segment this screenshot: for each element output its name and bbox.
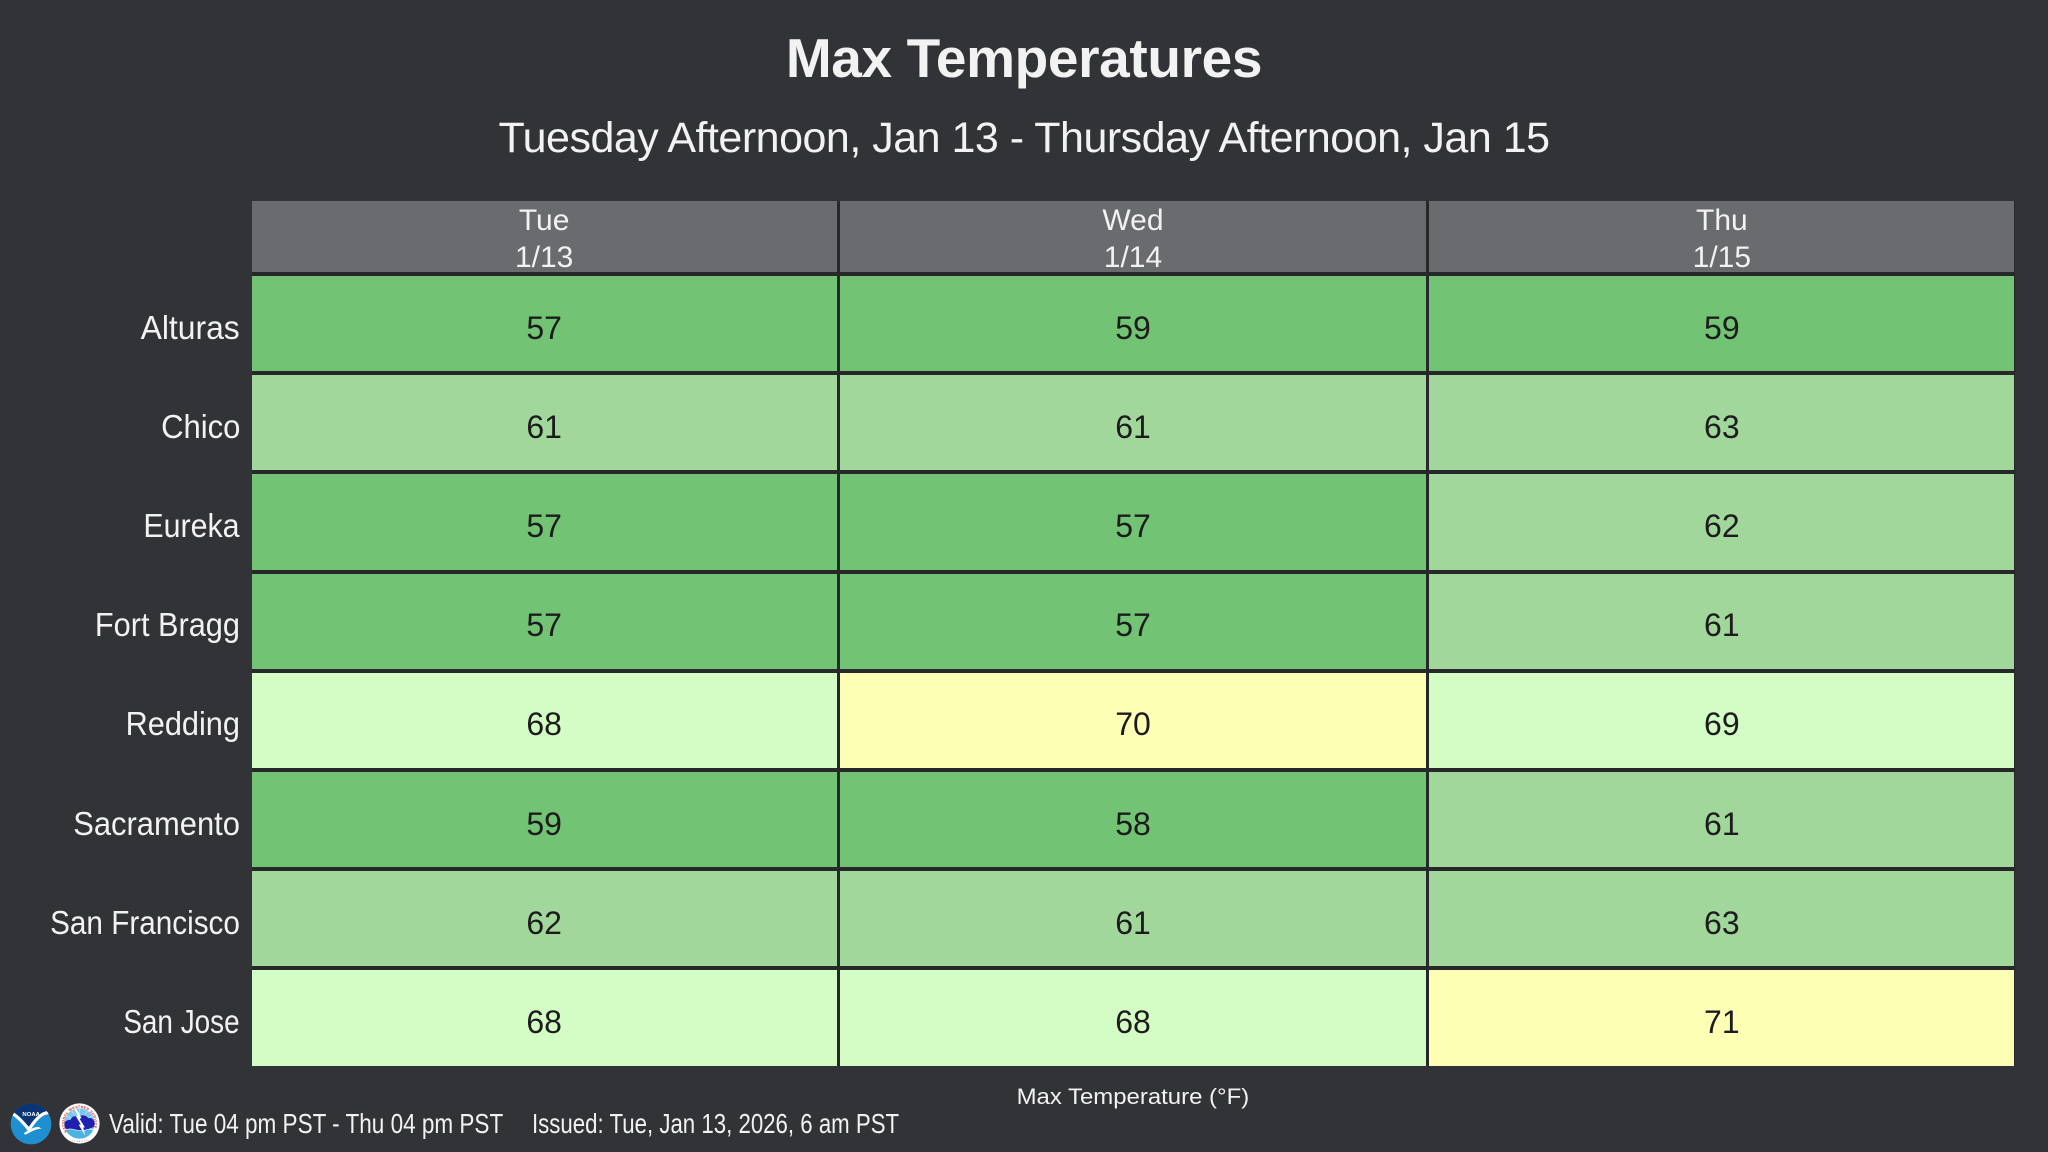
svg-text:NOAA: NOAA <box>22 1112 40 1118</box>
